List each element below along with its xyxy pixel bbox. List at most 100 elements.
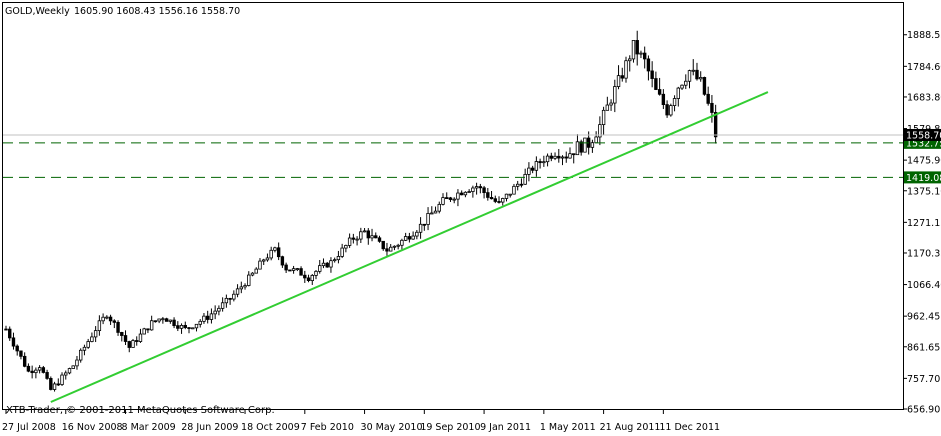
candle-body [105,316,109,319]
candle-body [314,270,318,276]
candle-body [534,161,539,171]
candle-body [590,142,595,148]
candle-body [135,340,139,342]
candle-body [321,262,326,267]
current-price-label: 1558.70 [906,130,941,141]
candle-body [37,367,42,371]
x-tick-label: 30 May 2010 [361,422,423,433]
candle-body [545,155,550,163]
candle-body [146,328,150,331]
candle-body [26,365,31,372]
x-tick-label: 7 Feb 2010 [301,422,354,433]
candle-body [157,318,161,322]
candle-body [672,98,677,107]
candle-body [243,285,247,288]
candle-body [508,193,512,196]
candle-body [112,320,117,323]
level-tag-label: 1532.75 [906,138,941,149]
candle-body [254,268,258,274]
candle-body [205,315,210,320]
candle-body [220,302,225,309]
candle-body [336,256,341,261]
candle-body [239,286,244,290]
trendline[interactable] [50,91,769,403]
candle-body [504,193,509,199]
candle-body [11,337,16,347]
candle-body [392,245,397,248]
candle-body [482,187,486,194]
candle-body [49,378,53,390]
candle-body [669,105,673,116]
y-tick-label: 1683.80 [907,92,941,103]
candle-body [262,259,266,262]
x-tick-label: 9 Jan 2011 [480,422,531,433]
candle-body [628,58,632,62]
candle-body [654,78,658,90]
candle-body [325,262,329,268]
candle-body [687,70,692,82]
candle-body [650,70,654,79]
candle-body [493,198,497,202]
candle-body [478,186,483,189]
candle-body [605,104,610,111]
candle-body [161,318,165,321]
candle-body [142,328,146,335]
candle-body [250,272,255,276]
candle-body [273,247,277,251]
candle-body [699,77,703,80]
x-tick-label: 27 Jul 2008 [2,422,56,433]
candle-body [265,257,270,261]
candle-body [620,75,624,79]
candle-body [318,265,322,272]
candle-body [657,89,662,95]
candle-body [572,153,576,156]
candle-body [217,307,221,312]
candle-body [519,183,524,186]
candle-body [56,383,60,386]
candle-body [191,327,195,330]
candle-body [702,77,707,95]
candle-body [646,58,651,72]
x-tick-label: 11 Dec 2011 [659,422,720,433]
candle-body [295,268,300,270]
candle-body [512,185,516,195]
candle-body [448,197,453,200]
candle-body [168,319,173,322]
candle-body [101,316,105,322]
candle-body [403,236,408,241]
candle-body [598,124,602,138]
candle-body [497,201,501,203]
candle-body [523,173,527,185]
candle-body [661,93,666,106]
candle-body [676,87,680,99]
candle-body [359,231,363,240]
candle-body [120,332,124,336]
candle-body [575,141,580,156]
candle-body [553,155,557,159]
x-tick-label: 19 Sep 2010 [420,422,480,433]
candle-body [306,277,311,282]
candle-body [624,60,628,79]
candle-body [299,268,303,276]
candle-body [665,104,669,116]
candle-body [639,52,643,55]
candle-body [340,247,344,257]
candle-body [30,370,34,374]
candle-body [400,239,404,246]
y-tick-label: 1271.15 [907,218,941,229]
x-tick-label: 16 Nov 2008 [62,422,123,433]
candle-body [396,244,400,247]
candle-body [86,341,90,348]
candle-body [153,320,158,323]
candle-body [60,374,64,385]
candle-body [202,315,206,322]
candle-body [579,141,583,153]
candle-body [209,313,214,320]
candle-body [138,333,143,342]
candle-body [15,345,19,352]
y-tick-label: 1784.60 [907,62,941,73]
candle-body [19,350,23,357]
